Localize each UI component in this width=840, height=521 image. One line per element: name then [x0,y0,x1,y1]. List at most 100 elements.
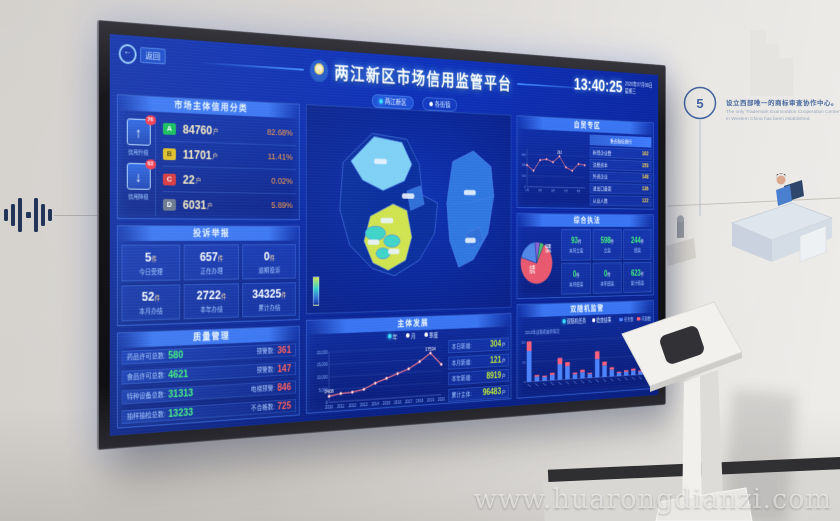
random-inspection-panel: 双随机监管 双随机任务 检查结果 任务数 问题数 2019年双随机抽查情况 [516,300,654,399]
stat-value: 34325件 [252,286,287,302]
stat-label: 累计办结 [258,305,281,313]
watermark: www.huarongdianzi.com [473,484,832,515]
wall-graphics-right: 5 [666,30,840,266]
milestone-number-circle [683,86,717,120]
grade-percent: 0.02% [271,176,293,187]
grade-unit: 户 [195,177,201,185]
random-tab-tasks[interactable]: 双随机任务 [562,317,586,325]
ftz-list-item[interactable]: 外资企业 148 [589,170,652,183]
stat-value: 2722件 [196,287,227,303]
svg-text:20,000: 20,000 [317,350,328,355]
complaints-cell: 657件 正在办理 [183,244,240,281]
enforcement-cell: 0件 本月结案 [561,262,591,295]
map-panel [305,104,512,315]
enforcement-panel: 综合执法 立案 72% 结案 19% 93件 本月立案 598件 [516,213,654,300]
complaints-cell: 2722件 本年办结 [183,282,240,320]
svg-text:100: 100 [521,341,525,345]
development-panel: 主体发展 年 月 季度 0 5,000 10,000 15,000 20,000 2010… [305,312,512,414]
legend-year[interactable]: 年 [387,331,397,341]
grade-chip-a: A [162,122,176,135]
svg-text:结案: 结案 [545,244,551,250]
svg-text:2011: 2011 [337,403,345,408]
credit-arrows: ↑ 76 信用升级 ↓ 63 信用降级 [121,114,156,217]
up-arrow-icon: ↑ [135,124,142,141]
dev-stat-row: 本年新增: 8919 户 [448,369,509,386]
legend-month[interactable]: 月 [405,331,416,340]
svg-text:100: 100 [522,174,526,178]
milestone-text-cn: 设立西部唯一的商标审查协作中心。 [726,100,838,107]
stat-label: 本年办结 [200,306,223,315]
quality-value: 13233 [168,406,194,420]
grade-row: D 6031 户 5.89% [162,192,296,217]
center-column: 主体发展 年 月 季度 0 5,000 10,000 15,000 20,000 2010… [305,104,512,414]
svg-text:2017: 2017 [405,399,413,404]
legend-dot-icon [405,333,410,338]
svg-text:9月: 9月 [577,189,581,193]
kiosk-column-left [682,376,702,521]
svg-text:19%: 19% [545,249,551,253]
stat-value: 52件 [141,289,161,305]
dev-stat-unit: 户 [501,342,506,348]
complaints-cell: 0件 逾期投诉 [242,244,296,279]
platform-title: 两江新区市场信用监管平台 [334,64,513,95]
quality-value: 580 [168,349,184,362]
legend-quarter[interactable]: 季度 [424,330,438,339]
svg-text:72%: 72% [529,270,535,274]
credit-upgrade-button[interactable]: ↑ 76 [126,115,156,146]
grade-row: C 22 户 0.02% [162,166,296,195]
display-bezel: ← 返回 ★ 两江新区市场信用监管平台 13:40:25 2020年07月08日… [97,20,666,450]
svg-text:10,000: 10,000 [317,375,328,380]
ftz-list-item[interactable]: 进出口备案 136 [589,183,652,195]
quality-warn-label: 不合格数: [250,404,275,413]
quality-label: 抽样抽检总数: [126,411,166,421]
stat-label: 逾期投诉 [258,267,281,275]
stat-label: 今日受理 [139,268,163,277]
quality-warn-value: 846 [277,381,292,394]
ftz-list-item[interactable]: 新增企业数 162 [589,146,652,160]
svg-text:2010: 2010 [325,404,333,409]
svg-text:200: 200 [522,164,526,168]
enforcement-cell: 623件 累计结案 [623,262,652,293]
ftz-list-item[interactable]: 从业人数 122 [589,195,652,207]
svg-text:0: 0 [326,400,328,405]
dev-stat-value: 304 [490,339,502,350]
complaints-panel-title: 投诉举报 [117,226,299,241]
kiosk-stand [621,301,753,521]
grade-count: 84760 [182,122,213,137]
tab-dot-icon [378,98,383,104]
tab-dot-icon [592,318,595,323]
wall-rule-left [54,215,98,216]
district-map[interactable] [310,109,508,310]
svg-text:50: 50 [523,361,526,365]
quality-warn-label: 预警数: [256,366,275,375]
ftz-list-header: 重点指标排行 [589,134,652,148]
svg-text:2019: 2019 [427,397,435,402]
kiosk-column-right [700,370,724,521]
svg-text:2408: 2408 [325,389,334,395]
map-legend-gradient [312,276,320,306]
ftz-ranking-list: 重点指标排行 新增企业数 162 注册资本 153 外资企业 148 进出口备案 136… [589,134,652,207]
dev-stat-unit: 户 [501,358,506,364]
svg-text:0: 0 [524,381,525,385]
credit-downgrade-button[interactable]: ↓ 63 [126,159,156,190]
svg-text:15,000: 15,000 [317,362,328,367]
enforcement-cell: 598件 立案 [592,229,622,261]
tab-label: 两江新区 [384,97,407,107]
development-stats: 本日新增: 304 户 本月新增: 121 户 [448,336,509,404]
svg-text:1月: 1月 [525,188,529,192]
kiosk-screen[interactable] [658,324,706,365]
svg-text:2018: 2018 [416,398,424,403]
ftz-list-item[interactable]: 注册资本 153 [589,158,652,172]
svg-text:292: 292 [557,150,562,155]
stat-value: 0件 [263,248,275,263]
grade-unit: 户 [207,202,213,210]
grade-chip-c: C [162,173,176,186]
svg-text:300: 300 [522,153,526,157]
back-button[interactable]: ← 返回 [118,43,166,67]
svg-text:2016: 2016 [394,399,402,404]
svg-text:7月: 7月 [564,189,568,193]
quality-warn-value: 147 [277,363,292,375]
legend-dot-icon [387,333,392,339]
dev-stat-value: 121 [490,355,502,366]
dev-stat-value: 8919 [486,371,502,382]
